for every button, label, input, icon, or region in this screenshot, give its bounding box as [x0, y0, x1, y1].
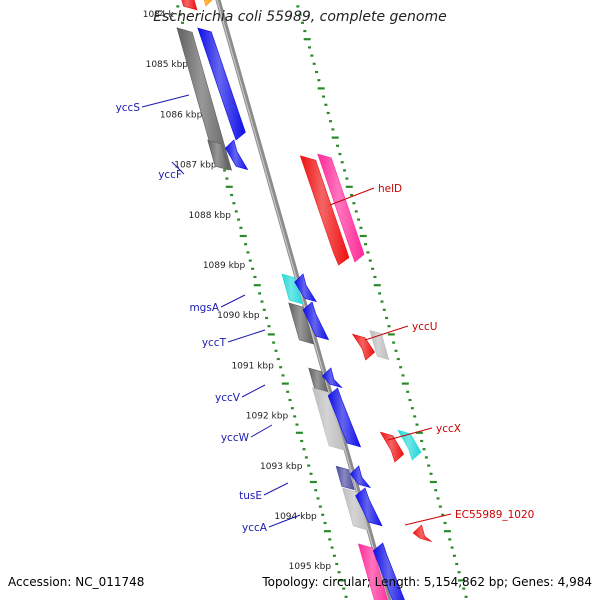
gene-feature	[294, 273, 317, 303]
gene-feature	[176, 27, 233, 171]
gene-feature	[357, 543, 388, 600]
gene-label-mgsA: mgsA	[189, 302, 219, 314]
gene-label-yccF: yccF	[158, 169, 182, 181]
left-leader-line	[171, 161, 185, 175]
kbp-label: 1089 kbp	[203, 261, 246, 271]
gene-feature	[355, 487, 383, 527]
gene-feature	[372, 542, 405, 600]
label-layer: yccS yccF mgsA yccT yccV yccW tusE yccA helD yccU…	[116, 94, 534, 534]
left-leader-line	[227, 329, 266, 343]
gene-label-EC55989_1020: EC55989_1020	[455, 509, 534, 521]
gene-feature	[281, 273, 304, 305]
gene-feature	[351, 333, 375, 361]
kbp-label: 1084 k	[143, 10, 175, 20]
gene-feature	[203, 0, 213, 7]
gene-feature	[349, 465, 372, 489]
kbp-label: 1090 kbp	[217, 311, 260, 321]
gene-feature	[225, 139, 249, 171]
gene-label-yccW: yccW	[221, 432, 250, 444]
gene-feature	[299, 155, 350, 266]
kbp-label: 1088 kbp	[189, 211, 232, 221]
gene-feature	[397, 429, 422, 461]
gene-feature	[335, 465, 355, 491]
feature-layer	[176, 0, 432, 600]
gene-label-helD: helD	[378, 183, 402, 195]
left-leader-line	[241, 384, 266, 398]
gene-feature	[197, 27, 246, 141]
left-leader-line	[268, 514, 301, 528]
gene-feature	[207, 139, 230, 171]
kbp-label: 1092 kbp	[246, 412, 289, 422]
gene-feature	[312, 387, 345, 451]
right-leader-line	[364, 325, 409, 341]
kbp-label: 1087 kbp	[174, 161, 217, 171]
gene-feature	[302, 301, 330, 341]
right-leader-line	[387, 427, 433, 441]
gene-label-yccA: yccA	[242, 522, 268, 534]
kbp-label: 1095 kbp	[289, 562, 332, 572]
gene-label-yccT: yccT	[202, 337, 227, 349]
left-leader-line	[263, 482, 289, 496]
ruler-layer: 1084 k 1085 kbp 1086 kbp 1087 kbp 1088 kbp 10…	[143, 5, 468, 598]
gene-feature	[379, 431, 405, 463]
gene-feature	[317, 153, 365, 263]
gene-label-yccU: yccU	[412, 321, 437, 333]
gene-label-yccS: yccS	[116, 102, 141, 114]
accession-text: Accession: NC_011748	[8, 575, 145, 589]
kbp-label: 1085 kbp	[146, 60, 189, 70]
right-leader-line	[329, 187, 375, 206]
kbp-label: 1093 kbp	[260, 462, 303, 472]
gene-label-tusE: tusE	[239, 490, 262, 502]
gene-label-yccX: yccX	[436, 423, 461, 435]
right-leader-line	[404, 513, 452, 526]
gene-feature	[412, 524, 432, 542]
left-leader-line	[220, 294, 246, 308]
kbp-label: 1086 kbp	[160, 110, 203, 120]
gene-feature	[308, 367, 329, 393]
topology-text: Topology: circular; Length: 5,154,862 bp…	[262, 575, 592, 589]
left-leader-line	[141, 94, 190, 108]
left-leader-line	[250, 424, 273, 438]
gene-feature	[288, 302, 315, 345]
gene-feature	[369, 329, 390, 361]
gene-label-yccV: yccV	[215, 392, 241, 404]
gene-feature	[327, 387, 362, 448]
gene-feature	[341, 487, 369, 531]
kbp-label: 1091 kbp	[231, 361, 274, 371]
gene-feature	[321, 367, 343, 389]
map-title: Escherichia coli 55989, complete genome	[153, 9, 447, 25]
gene-feature	[181, 0, 198, 11]
